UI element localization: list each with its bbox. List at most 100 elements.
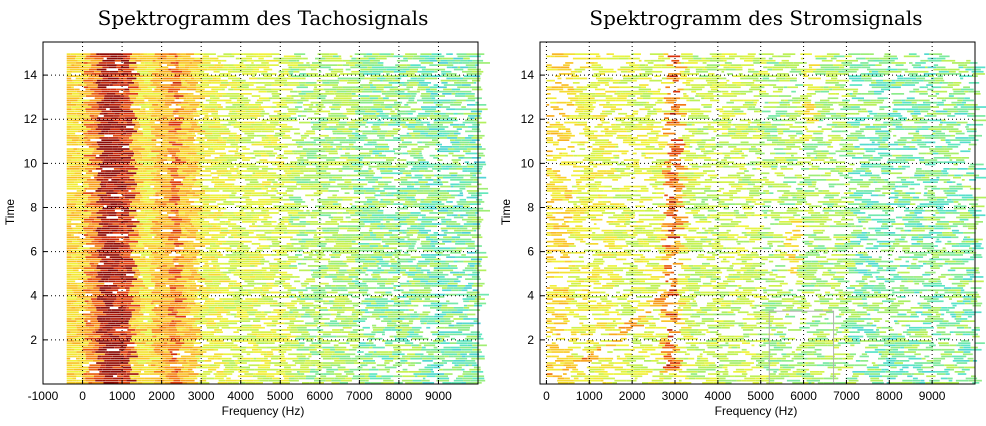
spectrogram-cell xyxy=(120,337,126,340)
spectrogram-cell xyxy=(261,296,267,298)
spectrogram-cell xyxy=(165,152,170,155)
spectrogram-cell xyxy=(127,139,133,141)
spectrogram-cell xyxy=(132,141,140,144)
spectrogram-cell xyxy=(81,187,85,190)
spectrogram-cell xyxy=(241,157,252,159)
spectrogram-cell xyxy=(459,315,468,318)
spectrogram-cell xyxy=(436,174,443,177)
spectrogram-cell xyxy=(172,143,183,146)
spectrogram-cell xyxy=(317,183,321,186)
spectrogram-cell xyxy=(390,258,395,261)
spectrogram-cell xyxy=(137,267,150,269)
spectrogram-cell xyxy=(447,137,458,139)
spectrogram-cell xyxy=(303,368,311,371)
spectrogram-cell xyxy=(223,201,232,203)
spectrogram-cell xyxy=(66,282,71,285)
spectrogram-cell xyxy=(113,262,120,265)
spectrogram-cell xyxy=(193,304,202,307)
spectrogram-cell xyxy=(206,324,217,327)
spectrogram-cell xyxy=(122,366,132,369)
spectrogram-cell xyxy=(198,298,205,300)
spectrogram-cell xyxy=(319,243,327,245)
spectrogram-cell xyxy=(256,247,260,250)
spectrogram-cell xyxy=(73,368,83,371)
spectrogram-cell xyxy=(261,337,266,340)
spectrogram-cell xyxy=(252,326,265,329)
spectrogram-cell xyxy=(237,218,242,221)
spectrogram-cell xyxy=(210,194,222,197)
spectrogram-cell xyxy=(285,190,294,192)
spectrogram-cell xyxy=(264,185,275,188)
spectrogram-cell xyxy=(122,307,127,309)
spectrogram-cell xyxy=(101,227,110,230)
spectrogram-cell xyxy=(433,267,439,269)
spectrogram-cell xyxy=(377,280,386,283)
spectrogram-cell xyxy=(203,227,209,230)
spectrogram-cell xyxy=(148,165,154,168)
spectrogram-cell xyxy=(385,302,388,305)
spectrogram-cell xyxy=(208,214,217,217)
spectrogram-cell xyxy=(306,221,319,223)
spectrogram-cell xyxy=(88,366,100,369)
spectrogram-cell xyxy=(105,324,111,327)
spectrogram-cell xyxy=(77,329,84,331)
spectrogram-cell xyxy=(278,207,289,210)
spectrogram-cell xyxy=(440,207,447,210)
spectrogram-cell xyxy=(408,152,416,155)
spectrogram-cell xyxy=(169,344,182,347)
spectrogram-cell xyxy=(175,324,185,327)
spectrogram-cell xyxy=(183,229,188,232)
spectrogram-cell xyxy=(141,152,150,155)
spectrogram-cell xyxy=(450,247,457,250)
spectrogram-cell xyxy=(423,304,428,307)
spectrogram-cell xyxy=(263,322,273,325)
spectrogram-cell xyxy=(362,280,366,283)
spectrogram-cell xyxy=(108,285,113,287)
spectrogram-cell xyxy=(93,333,104,336)
spectrogram-cell xyxy=(294,201,306,203)
spectrogram-cell xyxy=(462,373,466,375)
spectrogram-cell xyxy=(168,377,180,380)
spectrogram-cell xyxy=(258,254,262,256)
spectrogram-cell xyxy=(186,234,197,236)
spectrogram-cell xyxy=(154,258,162,261)
spectrogram-cell xyxy=(445,154,448,157)
spectrogram-cell xyxy=(434,355,445,358)
spectrogram-cell xyxy=(159,223,163,225)
spectrogram-cell xyxy=(358,335,369,338)
spectrogram-cell xyxy=(311,198,314,201)
spectrogram-cell xyxy=(240,304,248,307)
spectrogram-cell xyxy=(246,346,258,349)
spectrogram-cell xyxy=(432,187,441,190)
spectrogram-cell xyxy=(429,154,436,157)
spectrogram-cell xyxy=(322,362,333,364)
spectrogram-cell xyxy=(85,258,92,261)
spectrogram-cell xyxy=(204,152,216,155)
spectrogram-cell xyxy=(463,375,473,378)
spectrogram-cell xyxy=(336,238,346,241)
spectrogram-cell xyxy=(407,198,411,201)
spectrogram-cell xyxy=(66,382,76,384)
spectrogram-cell xyxy=(266,238,278,241)
spectrogram-cell xyxy=(214,353,224,356)
spectrogram-cell xyxy=(205,141,213,144)
spectrogram-cell xyxy=(180,335,192,338)
spectrogram-cell xyxy=(339,302,350,305)
spectrogram-cell xyxy=(122,313,132,316)
spectrogram-cell xyxy=(124,276,134,278)
spectrogram-cell xyxy=(197,221,210,223)
spectrogram-cell xyxy=(318,251,324,254)
spectrogram-cell xyxy=(223,368,230,371)
spectrogram-cell xyxy=(99,357,103,360)
spectrogram-cell xyxy=(426,355,435,358)
spectrogram-cell xyxy=(417,234,430,236)
spectrogram-cell xyxy=(370,234,377,236)
spectrogram-cell xyxy=(188,326,193,329)
spectrogram-cell xyxy=(351,377,360,380)
spectrogram-cell xyxy=(202,304,207,307)
spectrogram-cell xyxy=(321,355,332,358)
spectrogram-cell xyxy=(400,302,406,305)
spectrogram-cell xyxy=(184,212,198,214)
spectrogram-cell xyxy=(206,340,212,342)
spectrogram-cell xyxy=(387,322,397,325)
